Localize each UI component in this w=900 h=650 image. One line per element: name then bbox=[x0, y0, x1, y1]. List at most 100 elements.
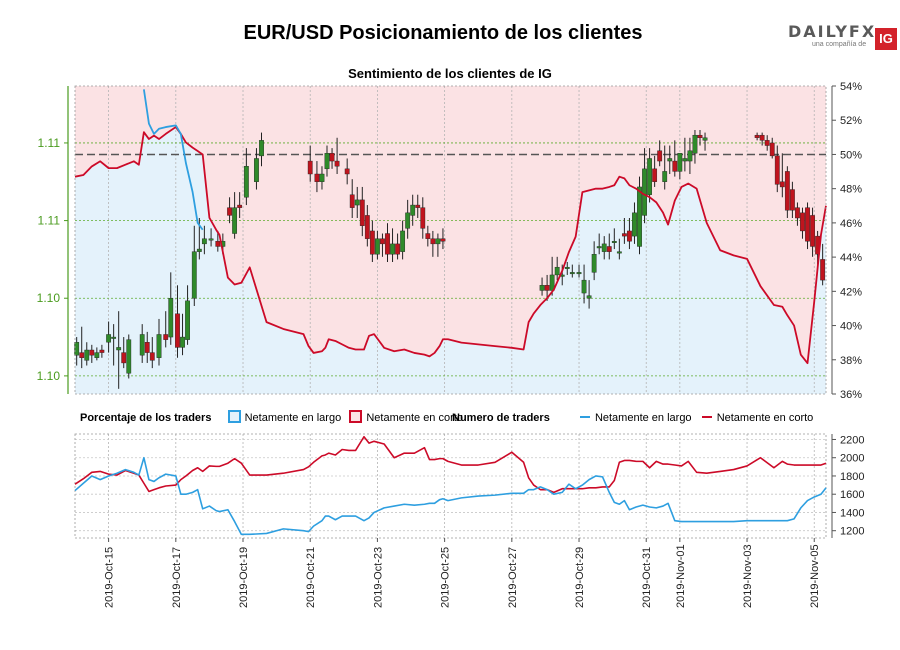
candle bbox=[754, 134, 760, 138]
candle bbox=[349, 194, 355, 208]
candle bbox=[692, 134, 698, 154]
candle bbox=[564, 266, 570, 269]
candle bbox=[682, 158, 688, 162]
candle bbox=[79, 352, 85, 358]
candle bbox=[420, 207, 426, 229]
legend-num-long-swatch bbox=[579, 416, 590, 418]
candle bbox=[627, 230, 632, 242]
logo-subtext: una compañía de bbox=[812, 41, 867, 48]
candle bbox=[208, 238, 214, 241]
candle bbox=[596, 246, 602, 249]
bottom-panel-frame bbox=[74, 433, 827, 539]
dailyfx-logo[interactable]: DAILYFX una compañía de IG bbox=[788, 22, 900, 52]
candle bbox=[430, 238, 436, 245]
candle bbox=[702, 137, 708, 141]
candle bbox=[237, 204, 243, 208]
count-axis-label: 1600 bbox=[840, 489, 864, 501]
candle bbox=[769, 142, 775, 157]
candle bbox=[697, 134, 703, 138]
x-axis-label: 2019-Oct-19 bbox=[238, 547, 250, 608]
candle bbox=[180, 336, 185, 348]
candle bbox=[795, 207, 800, 219]
legend-short-swatch bbox=[349, 410, 363, 423]
candle bbox=[201, 238, 207, 245]
x-axis-label: 2019-Nov-01 bbox=[675, 544, 687, 608]
candle bbox=[390, 243, 395, 255]
right-axis-label: 46% bbox=[840, 218, 862, 230]
right-axis-label: 40% bbox=[840, 321, 862, 333]
candle bbox=[375, 238, 380, 255]
candle bbox=[111, 336, 117, 339]
x-axis-label: 2019-Oct-29 bbox=[574, 547, 586, 608]
legend-pct-short: Netamente en corto bbox=[366, 412, 463, 424]
candle bbox=[820, 259, 826, 281]
candle bbox=[185, 300, 190, 340]
candle bbox=[784, 171, 790, 211]
candle bbox=[168, 298, 174, 338]
right-axis-label: 38% bbox=[840, 355, 862, 367]
candle bbox=[259, 140, 264, 157]
candle bbox=[616, 251, 622, 254]
count-line-long bbox=[74, 456, 827, 536]
candle bbox=[359, 199, 365, 226]
top-panel-frame bbox=[74, 85, 827, 395]
candle bbox=[99, 349, 105, 353]
candle bbox=[764, 140, 770, 146]
candle bbox=[149, 352, 155, 361]
x-axis-label: 2019-Oct-17 bbox=[171, 547, 183, 608]
right-axis-label: 42% bbox=[840, 286, 862, 298]
legend-num-short-swatch bbox=[701, 416, 712, 418]
candle bbox=[74, 342, 80, 356]
candle bbox=[647, 158, 652, 195]
candle bbox=[410, 204, 416, 216]
candle bbox=[554, 266, 560, 276]
sentiment-line-long bbox=[142, 89, 204, 231]
left-axis-label: 1.10 bbox=[37, 291, 61, 305]
logo-wordmark: DAILYFX bbox=[788, 22, 877, 41]
page-title: EUR/USD Posicionamiento de los clientes bbox=[243, 22, 643, 44]
count-axis-label: 2200 bbox=[840, 434, 864, 446]
candle bbox=[369, 230, 375, 255]
legend-long-swatch bbox=[227, 410, 241, 423]
candle bbox=[400, 230, 406, 252]
count-axis-label: 1200 bbox=[840, 526, 864, 538]
candle bbox=[215, 241, 221, 247]
count-axis-label: 1800 bbox=[840, 471, 864, 483]
x-axis-label: 2019-Oct-27 bbox=[507, 547, 519, 608]
candle bbox=[606, 246, 612, 252]
candle bbox=[385, 233, 390, 255]
x-axis-label: 2019-Nov-03 bbox=[742, 544, 754, 608]
candle bbox=[196, 248, 202, 252]
candle bbox=[139, 334, 145, 356]
candle bbox=[601, 243, 607, 252]
candle bbox=[591, 254, 597, 273]
candle bbox=[307, 160, 313, 175]
candle bbox=[156, 334, 162, 358]
candle bbox=[243, 166, 249, 198]
candle bbox=[319, 173, 325, 182]
candle bbox=[581, 279, 587, 294]
candle bbox=[657, 150, 663, 162]
candle bbox=[632, 212, 637, 237]
candle bbox=[544, 285, 550, 291]
candle bbox=[126, 339, 132, 374]
legend-num-short: Netamente en corto bbox=[716, 412, 814, 424]
right-axis-label: 48% bbox=[840, 184, 862, 196]
candle bbox=[779, 181, 785, 188]
candle bbox=[637, 186, 642, 247]
legend-pct-long: Netamente en largo bbox=[244, 412, 342, 424]
count-axis-label: 2000 bbox=[840, 453, 864, 465]
candle bbox=[364, 215, 370, 239]
count-line-short bbox=[74, 435, 827, 494]
candle bbox=[539, 285, 545, 291]
candle bbox=[677, 153, 683, 172]
candle bbox=[329, 153, 335, 162]
candle bbox=[254, 158, 259, 182]
candle bbox=[642, 168, 647, 216]
candle bbox=[672, 160, 678, 172]
candle bbox=[191, 251, 197, 299]
candle bbox=[800, 212, 805, 232]
candle bbox=[440, 238, 446, 242]
candle bbox=[805, 207, 810, 242]
